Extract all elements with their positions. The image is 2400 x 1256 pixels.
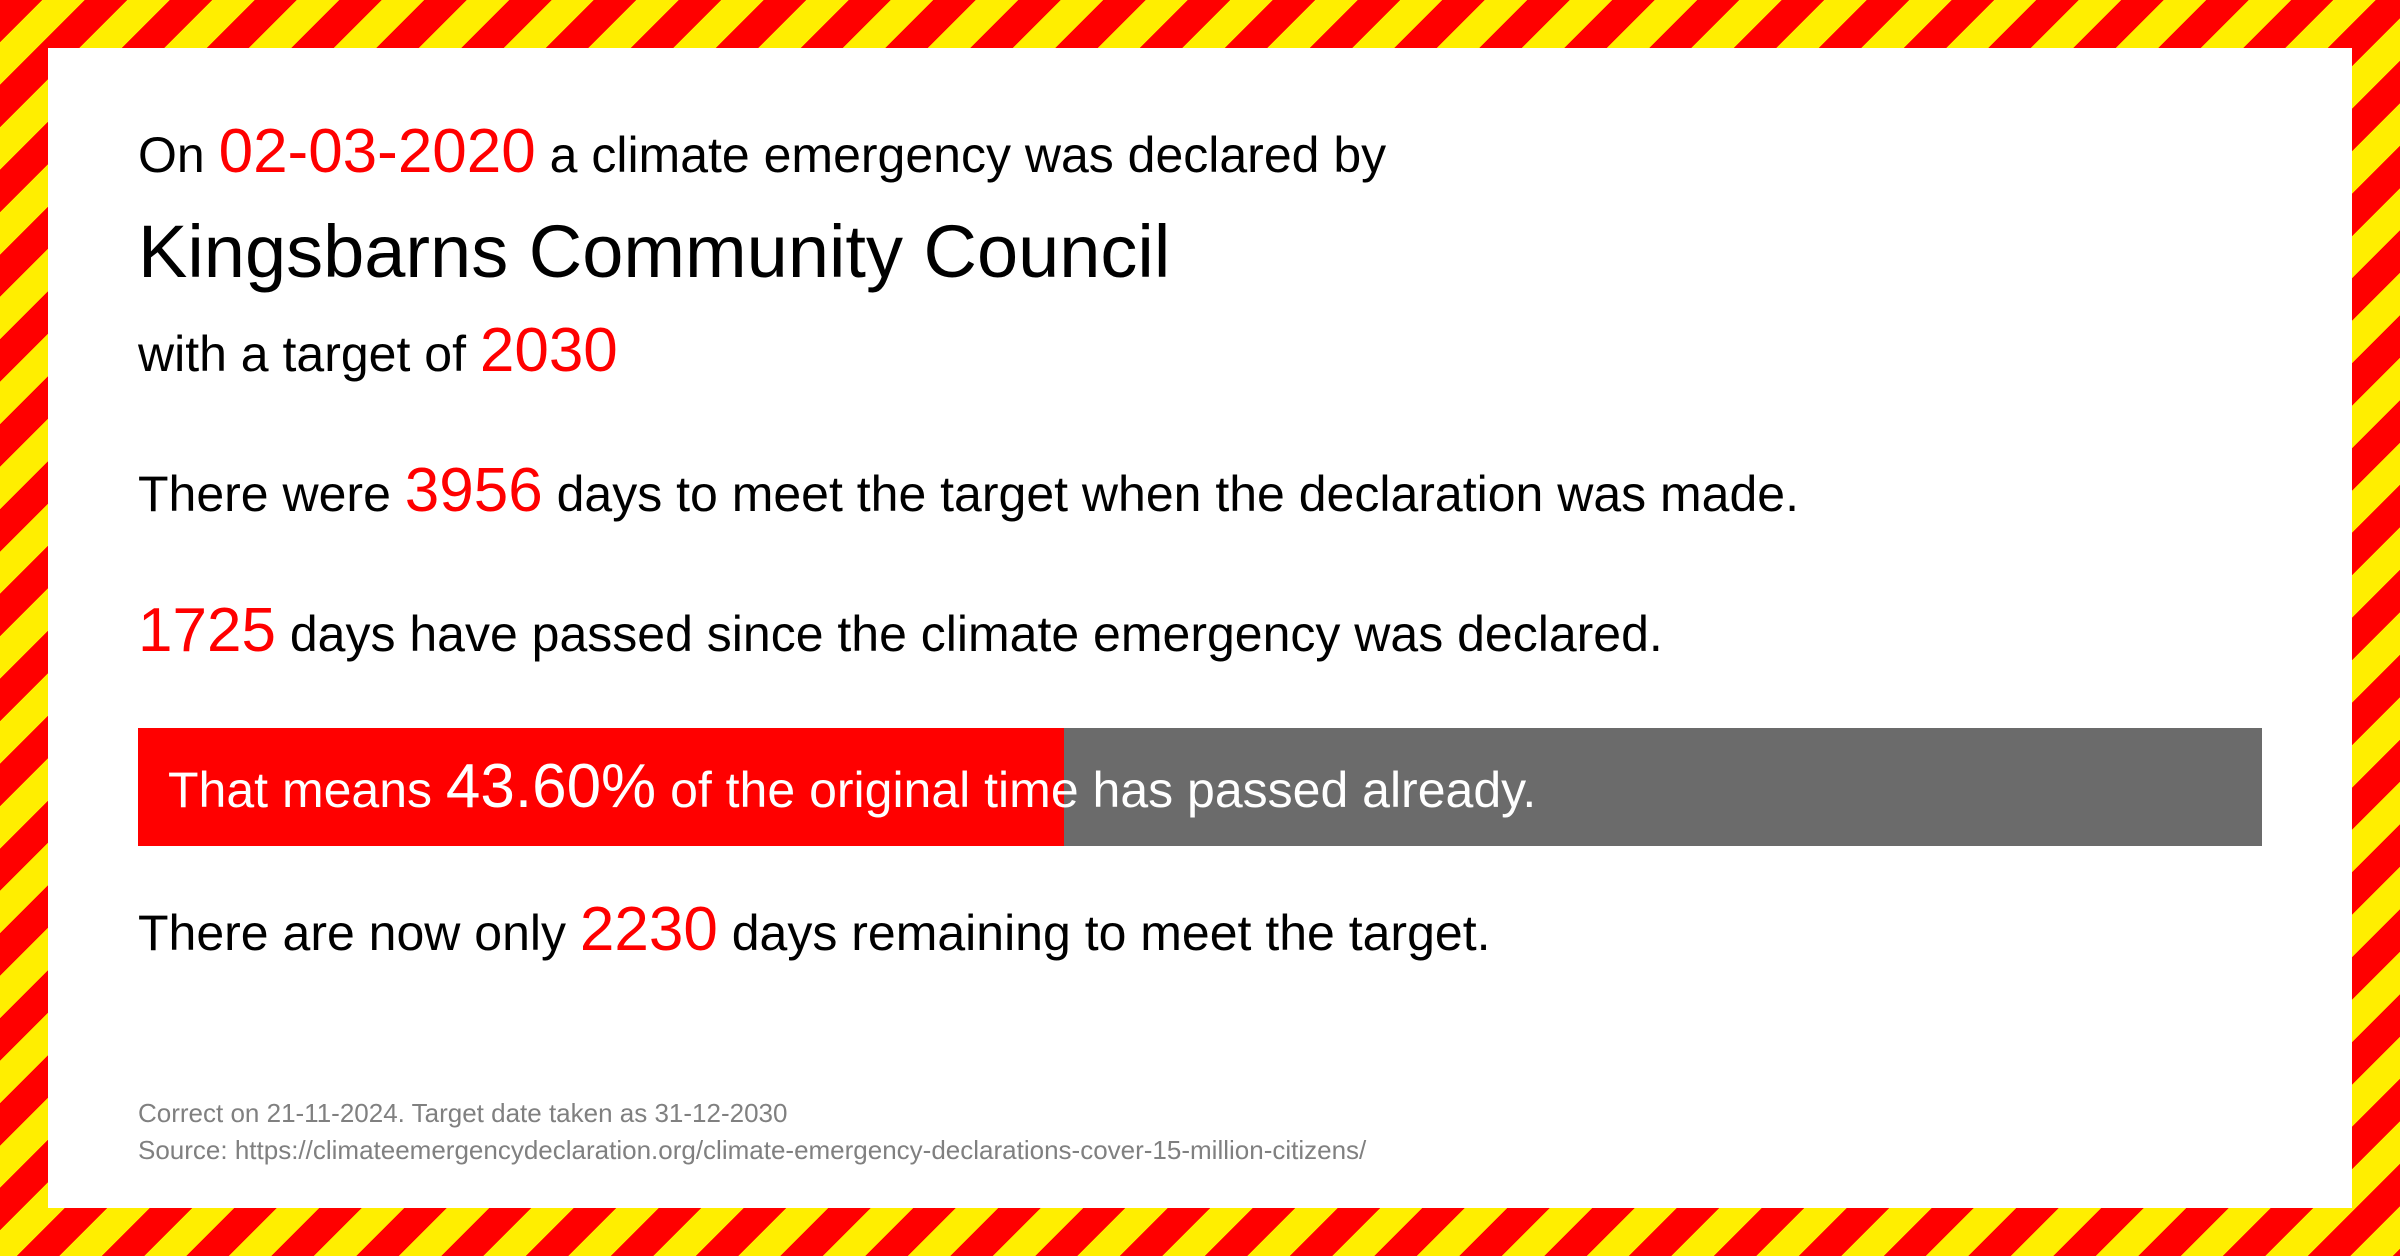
progress-label: That means 43.60% of the original time h… xyxy=(138,728,2262,849)
days-passed-value: 1725 xyxy=(138,596,276,665)
text-target-pre: with a target of xyxy=(138,326,480,382)
text-has-passed-already: of the original time has passed already. xyxy=(656,762,1536,818)
declaration-date: 02-03-2020 xyxy=(219,117,536,186)
days-passed-line: 1725 days have passed since the climate … xyxy=(138,597,2262,665)
text-on: On xyxy=(138,127,219,183)
progress-bar: That means 43.60% of the original time h… xyxy=(138,728,2262,846)
declaration-line: On 02-03-2020 a climate emergency was de… xyxy=(138,118,2262,186)
total-days-value: 3956 xyxy=(405,456,543,525)
total-days-line: There were 3956 days to meet the target … xyxy=(138,457,2262,525)
card: On 02-03-2020 a climate emergency was de… xyxy=(48,48,2352,1208)
days-remaining-line: There are now only 2230 days remaining t… xyxy=(138,896,2262,964)
footer: Correct on 21-11-2024. Target date taken… xyxy=(138,1095,2262,1168)
target-line: with a target of 2030 xyxy=(138,317,2262,385)
text-declared-by: a climate emergency was declared by xyxy=(536,127,1386,183)
footer-correct-on: Correct on 21-11-2024. Target date taken… xyxy=(138,1095,2262,1131)
text-have-passed: days have passed since the climate emerg… xyxy=(276,606,1663,662)
text-to-meet: days to meet the target when the declara… xyxy=(543,466,1799,522)
text-there-were: There were xyxy=(138,466,405,522)
target-year: 2030 xyxy=(480,316,618,385)
council-name: Kingsbarns Community Council xyxy=(138,208,2262,297)
text-that-means: That means xyxy=(168,762,446,818)
progress-percent: 43.60% xyxy=(446,752,656,821)
days-remaining-value: 2230 xyxy=(580,895,718,964)
text-remaining: days remaining to meet the target. xyxy=(718,905,1491,961)
text-now-only: There are now only xyxy=(138,905,580,961)
footer-source: Source: https://climateemergencydeclarat… xyxy=(138,1132,2262,1168)
